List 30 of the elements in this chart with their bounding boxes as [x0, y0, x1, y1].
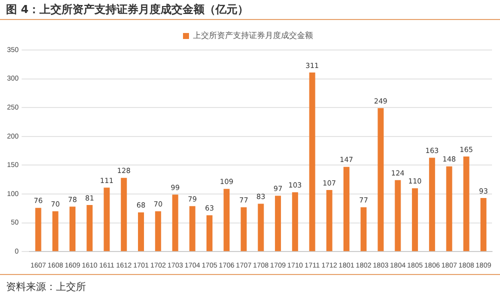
bar — [274, 196, 281, 252]
bar — [292, 192, 298, 252]
bar — [138, 212, 144, 252]
text: 资料来源：上交所 — [6, 280, 86, 294]
bar — [343, 166, 350, 252]
bar — [52, 211, 58, 252]
bar — [189, 206, 196, 252]
bar — [35, 208, 42, 252]
bar — [104, 188, 110, 252]
bar — [412, 188, 418, 252]
bar — [326, 190, 332, 252]
bar — [258, 204, 264, 252]
bar — [394, 180, 401, 252]
bar — [309, 72, 316, 252]
bar — [172, 194, 178, 252]
bar — [360, 207, 367, 252]
bar — [480, 198, 486, 252]
chart-title: 图 4：上交所资产支持证券月度成交金额（亿元） — [6, 2, 248, 17]
bar — [155, 211, 162, 252]
bar — [206, 215, 212, 252]
bar — [120, 178, 127, 252]
bar — [86, 204, 93, 252]
bar — [463, 156, 470, 252]
bar — [429, 158, 436, 252]
bar — [224, 188, 230, 252]
bar — [446, 166, 452, 252]
bar — [69, 206, 76, 252]
bar — [240, 207, 247, 252]
legend-label: 上交所资产支持证券月度成交金额 — [193, 31, 313, 40]
bar — [378, 108, 384, 252]
